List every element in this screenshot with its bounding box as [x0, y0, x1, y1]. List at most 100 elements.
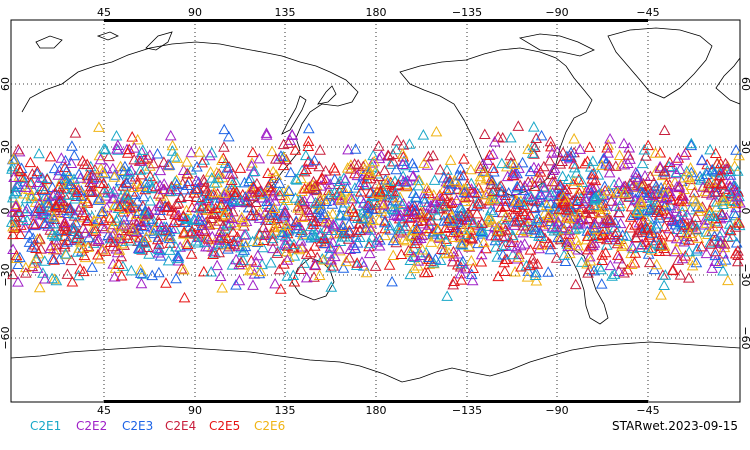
observation-marker — [418, 192, 430, 204]
observation-marker — [97, 177, 110, 189]
observation-marker — [185, 163, 198, 175]
observation-marker — [700, 217, 713, 228]
observation-marker — [134, 267, 147, 278]
observation-marker — [216, 282, 229, 293]
observation-marker — [587, 167, 600, 179]
observation-marker — [631, 203, 644, 214]
observation-marker — [517, 226, 529, 238]
observation-marker — [474, 198, 487, 209]
observation-marker — [592, 188, 605, 200]
observation-marker — [636, 224, 648, 236]
observation-marker — [443, 212, 456, 224]
observation-marker — [570, 167, 583, 178]
observation-marker — [574, 182, 587, 194]
observation-marker — [403, 138, 416, 149]
observation-marker — [522, 215, 535, 226]
observation-marker — [208, 186, 220, 198]
observation-marker — [42, 197, 55, 208]
observation-marker — [604, 214, 617, 226]
observation-marker — [180, 237, 193, 248]
observation-marker — [205, 172, 218, 183]
observation-marker — [50, 243, 63, 255]
observation-marker — [48, 273, 61, 284]
observation-marker — [33, 233, 46, 244]
observation-marker — [171, 152, 184, 163]
observation-marker — [620, 230, 633, 241]
observation-marker — [654, 162, 667, 173]
observation-marker — [265, 256, 277, 268]
observation-marker — [551, 145, 564, 157]
observation-marker — [486, 174, 498, 186]
north-america-coastline — [399, 47, 593, 197]
observation-marker — [348, 206, 360, 218]
observation-marker — [650, 258, 663, 270]
observation-marker — [406, 170, 419, 182]
observation-marker — [477, 236, 490, 248]
observation-marker — [446, 196, 458, 207]
observation-marker — [148, 227, 160, 239]
observation-marker — [417, 129, 430, 140]
observation-marker — [219, 208, 232, 220]
observation-marker — [434, 163, 447, 175]
observation-marker — [635, 221, 648, 233]
observation-marker — [556, 170, 569, 181]
observation-marker — [134, 164, 147, 175]
observation-marker — [143, 176, 156, 187]
observation-marker — [12, 276, 24, 287]
observation-marker — [582, 243, 594, 255]
bottom-lon-label: −45 — [636, 404, 659, 417]
observation-marker — [730, 144, 742, 155]
observation-marker — [669, 245, 681, 257]
observation-marker — [277, 199, 290, 210]
observation-marker — [106, 192, 119, 204]
observation-marker — [27, 257, 40, 268]
observation-marker — [427, 189, 440, 200]
observation-marker — [10, 249, 23, 261]
observation-marker — [422, 150, 435, 162]
observation-marker — [709, 245, 722, 257]
observation-marker — [325, 253, 337, 265]
observation-marker — [428, 174, 441, 185]
observation-marker — [139, 177, 152, 188]
observation-marker — [708, 230, 721, 241]
observation-marker — [683, 245, 696, 257]
observation-marker — [25, 176, 37, 188]
observation-marker — [218, 187, 231, 198]
observation-marker — [66, 140, 78, 151]
observation-marker — [454, 238, 467, 249]
observation-marker — [123, 166, 136, 177]
observation-marker — [589, 174, 602, 186]
observation-marker — [52, 198, 65, 210]
observation-marker — [528, 202, 541, 214]
observation-marker — [23, 228, 36, 240]
observation-marker — [452, 169, 464, 180]
observation-marker — [698, 172, 710, 183]
observation-marker — [392, 178, 405, 190]
observation-marker — [134, 243, 146, 255]
observation-marker — [59, 161, 71, 173]
observation-marker — [343, 218, 355, 229]
right-lat-label: 0 — [739, 208, 750, 215]
observation-marker — [128, 153, 141, 165]
observation-marker — [472, 197, 485, 209]
observation-marker — [384, 158, 397, 169]
observation-marker — [530, 266, 542, 278]
observation-marker — [326, 198, 339, 209]
observation-marker — [474, 187, 487, 198]
observation-marker — [313, 269, 326, 280]
observation-marker — [664, 156, 676, 168]
observation-marker — [98, 143, 110, 154]
observation-marker — [266, 235, 279, 246]
observation-marker — [548, 162, 561, 174]
observation-marker — [521, 271, 534, 282]
observation-marker — [563, 247, 576, 259]
observation-marker — [707, 210, 720, 221]
observation-marker — [676, 206, 689, 217]
observation-marker — [374, 234, 386, 245]
observation-marker — [121, 147, 134, 158]
observation-marker — [224, 217, 237, 228]
observation-marker — [422, 209, 434, 221]
observation-marker — [441, 195, 454, 206]
observation-marker — [277, 159, 290, 171]
observation-marker — [415, 249, 427, 260]
